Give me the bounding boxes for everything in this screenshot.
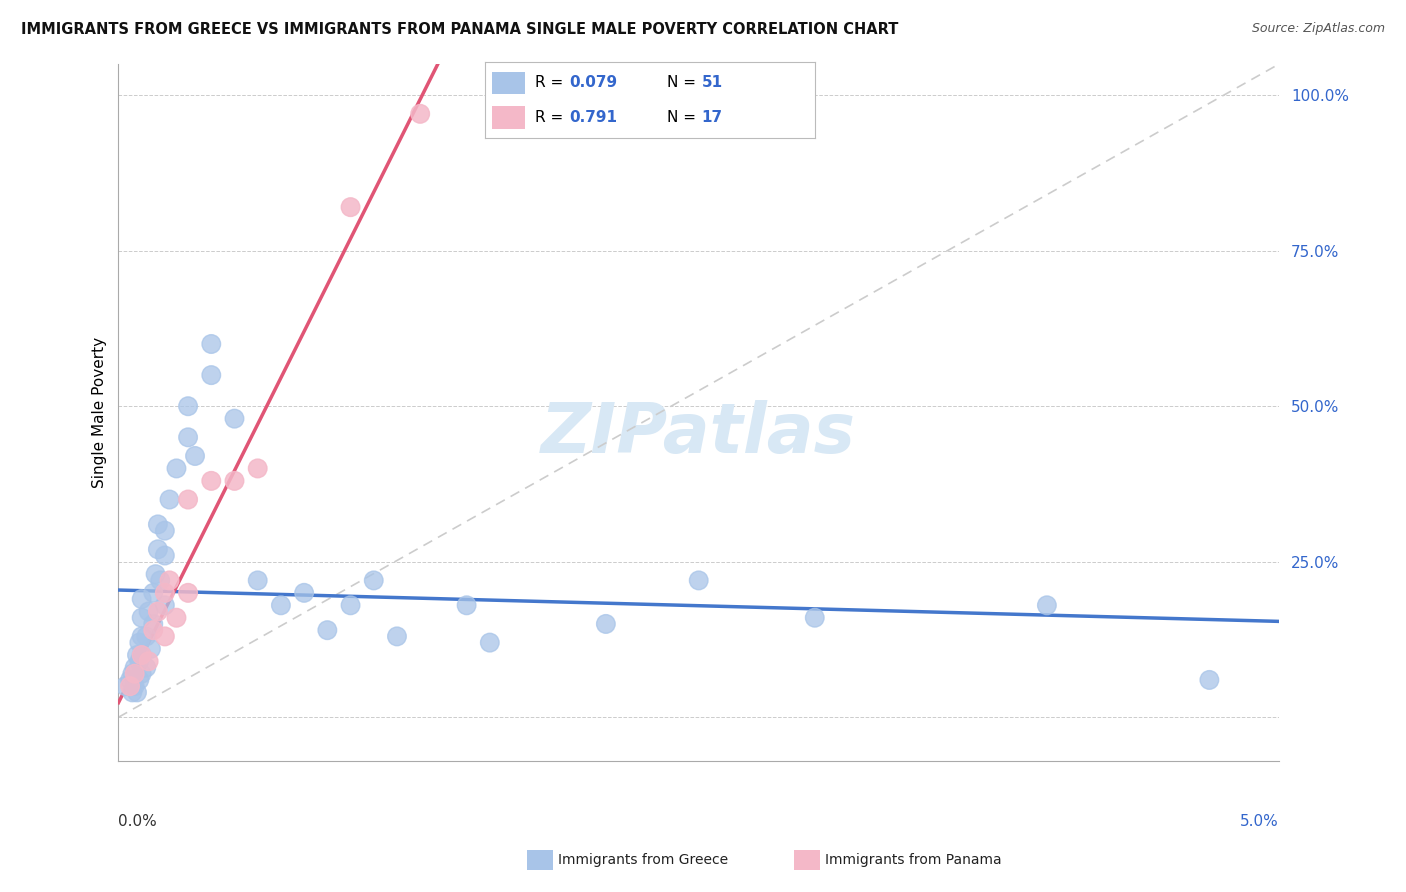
Ellipse shape (129, 652, 149, 671)
Ellipse shape (125, 658, 143, 677)
Ellipse shape (146, 565, 165, 583)
Text: IMMIGRANTS FROM GREECE VS IMMIGRANTS FROM PANAMA SINGLE MALE POVERTY CORRELATION: IMMIGRANTS FROM GREECE VS IMMIGRANTS FRO… (21, 22, 898, 37)
Ellipse shape (129, 633, 149, 652)
Ellipse shape (179, 397, 197, 416)
Ellipse shape (249, 571, 267, 590)
Ellipse shape (271, 596, 290, 615)
Ellipse shape (156, 583, 174, 602)
Ellipse shape (156, 596, 174, 615)
Ellipse shape (136, 658, 156, 677)
Text: N =: N = (666, 76, 700, 90)
Ellipse shape (202, 334, 221, 353)
Ellipse shape (156, 627, 174, 646)
Ellipse shape (318, 621, 336, 640)
Ellipse shape (125, 677, 143, 696)
Ellipse shape (342, 198, 360, 217)
Ellipse shape (132, 646, 150, 665)
Ellipse shape (342, 596, 360, 615)
Ellipse shape (411, 104, 429, 123)
Text: 5.0%: 5.0% (1240, 814, 1279, 829)
Text: ZIPatlas: ZIPatlas (541, 400, 856, 467)
Ellipse shape (167, 459, 186, 478)
Text: R =: R = (534, 111, 568, 125)
Ellipse shape (160, 491, 179, 508)
Ellipse shape (249, 459, 267, 478)
Ellipse shape (143, 583, 163, 602)
Ellipse shape (689, 571, 709, 590)
Text: 17: 17 (702, 111, 723, 125)
Ellipse shape (160, 571, 179, 590)
Ellipse shape (143, 621, 163, 640)
Ellipse shape (150, 571, 170, 590)
Text: Immigrants from Panama: Immigrants from Panama (825, 853, 1002, 867)
Ellipse shape (1038, 596, 1056, 615)
Ellipse shape (167, 608, 186, 627)
Y-axis label: Single Male Poverty: Single Male Poverty (93, 337, 107, 488)
Ellipse shape (128, 646, 146, 665)
Ellipse shape (1201, 671, 1219, 690)
Ellipse shape (143, 615, 163, 633)
Ellipse shape (179, 428, 197, 447)
Text: N =: N = (666, 111, 700, 125)
Text: 51: 51 (702, 76, 723, 90)
Ellipse shape (225, 409, 243, 428)
Ellipse shape (225, 472, 243, 491)
Text: Immigrants from Greece: Immigrants from Greece (558, 853, 728, 867)
Ellipse shape (179, 583, 197, 602)
Ellipse shape (132, 590, 150, 608)
Ellipse shape (295, 583, 314, 602)
Ellipse shape (202, 366, 221, 384)
Ellipse shape (125, 665, 143, 683)
Text: 0.0%: 0.0% (118, 814, 157, 829)
Ellipse shape (132, 627, 150, 646)
Text: R =: R = (534, 76, 568, 90)
Ellipse shape (121, 671, 139, 690)
Ellipse shape (128, 683, 146, 702)
Ellipse shape (132, 608, 150, 627)
Ellipse shape (139, 652, 157, 671)
Text: Source: ZipAtlas.com: Source: ZipAtlas.com (1251, 22, 1385, 36)
Ellipse shape (202, 472, 221, 491)
FancyBboxPatch shape (492, 71, 524, 95)
Ellipse shape (149, 540, 167, 558)
Ellipse shape (806, 608, 824, 627)
Ellipse shape (136, 627, 156, 646)
Ellipse shape (117, 677, 135, 696)
Ellipse shape (388, 627, 406, 646)
Ellipse shape (132, 646, 150, 665)
Ellipse shape (124, 683, 142, 702)
Ellipse shape (481, 633, 499, 652)
Ellipse shape (457, 596, 475, 615)
Ellipse shape (132, 665, 150, 683)
Ellipse shape (121, 677, 139, 696)
Ellipse shape (142, 640, 160, 658)
Ellipse shape (186, 447, 204, 466)
Ellipse shape (129, 671, 149, 690)
Ellipse shape (156, 546, 174, 565)
Ellipse shape (179, 491, 197, 508)
Ellipse shape (364, 571, 382, 590)
Ellipse shape (596, 615, 616, 633)
Text: 0.791: 0.791 (569, 111, 617, 125)
Ellipse shape (139, 602, 157, 621)
Text: 0.079: 0.079 (569, 76, 617, 90)
Ellipse shape (149, 515, 167, 533)
FancyBboxPatch shape (492, 106, 524, 129)
Ellipse shape (149, 602, 167, 621)
Ellipse shape (124, 665, 142, 683)
Ellipse shape (156, 521, 174, 540)
